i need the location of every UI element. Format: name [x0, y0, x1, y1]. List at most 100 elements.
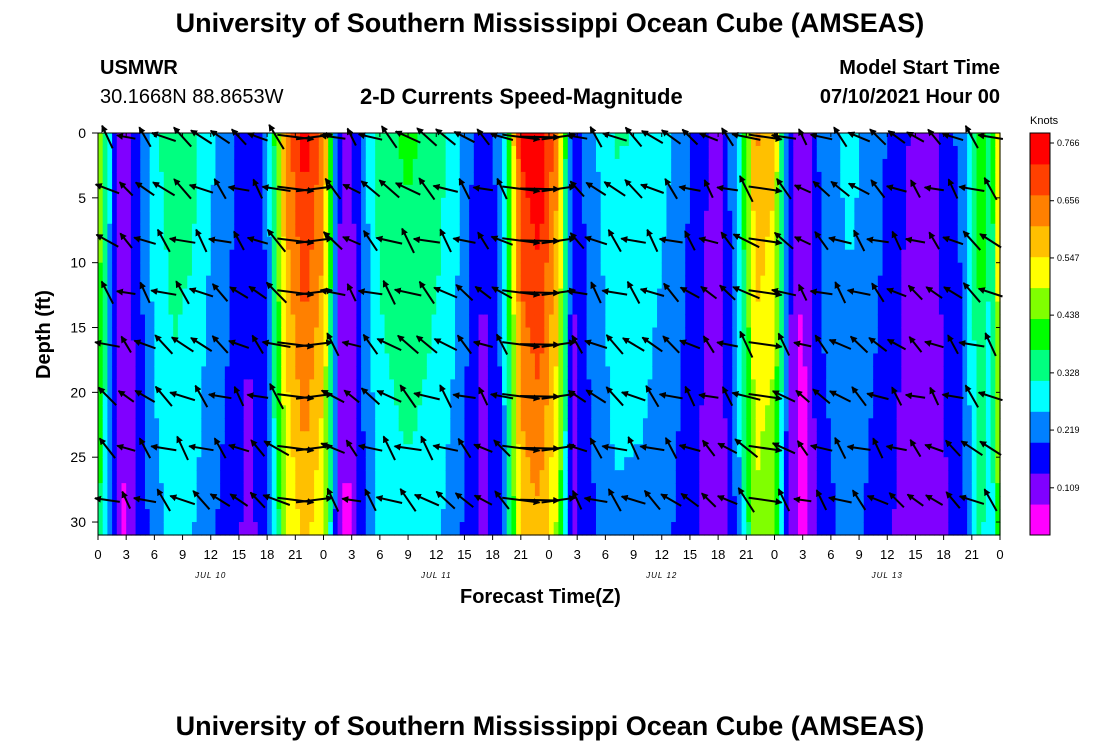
heatmap-cell: [577, 444, 583, 458]
heatmap-cell: [389, 327, 395, 342]
heatmap-cell: [398, 366, 404, 380]
heatmap-cell: [98, 327, 104, 342]
heatmap-cell: [121, 210, 127, 225]
heatmap-cell: [440, 509, 447, 523]
heatmap-cell: [797, 210, 804, 225]
heatmap-cell: [403, 327, 409, 342]
heatmap-cell: [581, 236, 588, 251]
heatmap-cell: [506, 457, 513, 471]
heatmap-cell: [525, 301, 531, 316]
heatmap-cell: [144, 483, 151, 497]
heatmap-cell: [788, 262, 794, 277]
heatmap-cell: [520, 262, 527, 277]
heatmap-cell: [300, 444, 306, 458]
heatmap-cell: [516, 340, 522, 355]
heatmap-cell: [375, 405, 381, 419]
heatmap-cell: [844, 171, 851, 186]
heatmap-cell: [196, 236, 202, 251]
heatmap-cell: [107, 327, 113, 342]
heatmap-cell: [797, 444, 804, 458]
heatmap-cell: [487, 197, 494, 212]
heatmap-cell: [722, 301, 729, 316]
heatmap-cell: [525, 145, 531, 160]
heatmap-cell: [812, 353, 818, 368]
heatmap-cell: [812, 197, 818, 212]
heatmap-cell: [238, 379, 245, 393]
heatmap-cell: [126, 158, 132, 173]
heatmap-cell: [375, 275, 381, 290]
heatmap-cell: [412, 509, 419, 523]
heatmap-cell: [177, 236, 184, 251]
heatmap-cell: [135, 379, 141, 393]
heatmap-cell: [732, 145, 738, 160]
heatmap-cell: [511, 470, 517, 484]
heatmap-cell: [361, 379, 367, 393]
heatmap-cell: [262, 392, 268, 406]
heatmap-cell: [98, 418, 104, 432]
heatmap-cell: [638, 145, 644, 160]
heatmap-cell: [262, 444, 268, 458]
heatmap-cell: [337, 145, 343, 160]
heatmap-cell: [628, 210, 635, 225]
heatmap-cell: [154, 470, 160, 484]
heatmap-cell: [459, 418, 466, 432]
heatmap-cell: [187, 444, 193, 458]
heatmap-cell: [497, 236, 503, 251]
heatmap-cell: [431, 262, 437, 277]
heatmap-cell: [375, 236, 381, 251]
heatmap-cell: [431, 470, 437, 484]
heatmap-cell: [253, 418, 259, 432]
heatmap-cell: [675, 210, 682, 225]
heatmap-cell: [840, 379, 846, 393]
heatmap-cell: [187, 236, 193, 251]
heatmap-cell: [356, 366, 362, 380]
heatmap-cell: [483, 327, 489, 342]
heatmap-cell: [431, 210, 437, 225]
heatmap-cell: [318, 509, 325, 523]
heatmap-cell: [586, 327, 592, 342]
heatmap-cell: [342, 470, 348, 484]
heatmap-cell: [196, 288, 202, 303]
heatmap-cell: [168, 522, 174, 536]
heatmap-cell: [375, 184, 381, 199]
heatmap-cell: [459, 379, 466, 393]
heatmap-cell: [140, 223, 146, 238]
heatmap-cell: [168, 431, 174, 445]
heatmap-cell: [713, 288, 719, 303]
heatmap-cell: [351, 314, 357, 329]
heatmap-cell: [356, 509, 362, 523]
heatmap-cell: [685, 405, 691, 419]
heatmap-cell: [534, 457, 541, 471]
heatmap-cell: [502, 457, 508, 471]
heatmap-cell: [417, 418, 423, 432]
heatmap-cell: [220, 145, 226, 160]
heatmap-cell: [487, 145, 494, 160]
heatmap-cell: [431, 288, 437, 303]
heatmap-cell: [215, 457, 221, 471]
heatmap-cell: [732, 522, 738, 536]
heatmap-cell: [149, 457, 155, 471]
heatmap-cell: [572, 509, 578, 523]
heatmap-cell: [459, 405, 466, 419]
heatmap-cell: [323, 509, 329, 523]
heatmap-cell: [516, 158, 522, 173]
heatmap-cell: [144, 301, 151, 316]
heatmap-cell: [473, 275, 480, 290]
heatmap-cell: [483, 431, 489, 445]
heatmap-cell: [464, 353, 470, 368]
heatmap-cell: [412, 470, 419, 484]
heatmap-cell: [473, 431, 480, 445]
heatmap-cell: [830, 327, 837, 342]
heatmap-cell: [455, 133, 461, 147]
heatmap-cell: [525, 133, 531, 147]
heatmap-cell: [285, 522, 292, 536]
heatmap-cell: [633, 197, 639, 212]
heatmap-cell: [370, 353, 376, 368]
heatmap-cell: [210, 249, 217, 264]
heatmap-cell: [816, 392, 823, 406]
heatmap-cell: [699, 470, 705, 484]
heatmap-cell: [112, 133, 118, 147]
heatmap-cell: [422, 262, 428, 277]
heatmap-cell: [534, 418, 541, 432]
heatmap-cell: [530, 340, 536, 355]
